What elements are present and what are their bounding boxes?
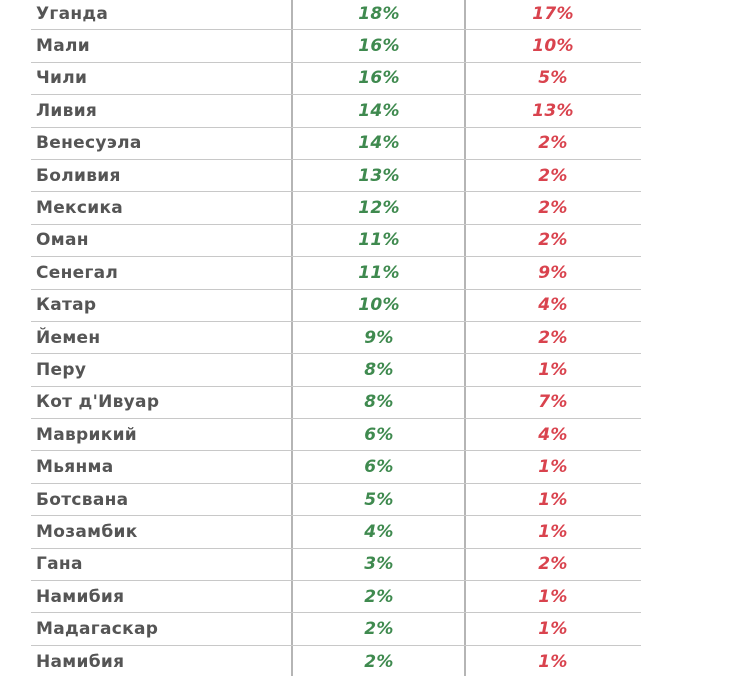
table-row: Перу 8% 1% xyxy=(31,354,641,387)
country-name: Мексика xyxy=(36,198,124,219)
value-column-2: 1% xyxy=(538,619,568,640)
value-column-2: 4% xyxy=(538,424,568,445)
value-column-2: 1% xyxy=(538,586,568,607)
country-name: Намибия xyxy=(36,586,125,607)
value-column-2: 2% xyxy=(538,554,568,575)
country-name: Маврикий xyxy=(36,424,137,445)
value-column-1: 4% xyxy=(364,521,394,542)
value-column-1: 9% xyxy=(364,327,394,348)
value-column-1: 11% xyxy=(358,230,400,251)
table-row: Чили 16% 5% xyxy=(31,63,641,96)
value-column-1: 12% xyxy=(358,198,400,219)
table-row: Катар 10% 4% xyxy=(31,290,641,322)
value-column-2: 10% xyxy=(532,36,574,57)
table-row: Мексика 12% 2% xyxy=(31,192,641,225)
value-column-2: 1% xyxy=(538,457,568,478)
value-column-1: 14% xyxy=(358,133,400,154)
country-name: Ботсвана xyxy=(36,489,129,510)
table-row: Намибия 2% 1% xyxy=(31,646,641,678)
table-row: Мадагаскар 2% 1% xyxy=(31,613,641,646)
value-column-1: 3% xyxy=(364,554,394,575)
table-row: Йемен 9% 2% xyxy=(31,322,641,355)
value-column-2: 13% xyxy=(532,100,574,121)
value-column-2: 1% xyxy=(538,489,568,510)
value-column-1: 16% xyxy=(358,36,400,57)
table-row: Намибия 2% 1% xyxy=(31,581,641,614)
country-name: Кот д'Ивуар xyxy=(36,392,160,413)
table-row: Уганда 18% 17% xyxy=(31,0,641,31)
table-row: Оман 11% 2% xyxy=(31,225,641,258)
table-row: Сенегал 11% 9% xyxy=(31,257,641,290)
value-column-2: 2% xyxy=(538,230,568,251)
value-column-2: 7% xyxy=(538,392,568,413)
value-column-2: 2% xyxy=(538,198,568,219)
value-column-2: 2% xyxy=(538,165,568,186)
column-divider-left xyxy=(291,0,293,676)
value-column-2: 1% xyxy=(538,521,568,542)
value-column-2: 1% xyxy=(538,359,568,380)
table-row: Венесуэла 14% 2% xyxy=(31,128,641,160)
value-column-1: 14% xyxy=(358,100,400,121)
value-column-1: 8% xyxy=(364,392,394,413)
value-column-2: 2% xyxy=(538,133,568,154)
table-row: Мьянма 6% 1% xyxy=(31,451,641,484)
table-row: Гана 3% 2% xyxy=(31,549,641,582)
value-column-1: 8% xyxy=(364,359,394,380)
table-row: Боливия 13% 2% xyxy=(31,160,641,193)
table-row: Мали 16% 10% xyxy=(31,30,641,63)
country-name: Венесуэла xyxy=(36,133,142,154)
value-column-1: 16% xyxy=(358,68,400,89)
value-column-2: 17% xyxy=(532,3,574,24)
country-name: Чили xyxy=(36,68,88,89)
country-name: Перу xyxy=(36,359,87,380)
value-column-1: 2% xyxy=(364,652,394,672)
country-name: Мьянма xyxy=(36,457,114,478)
country-name: Оман xyxy=(36,230,89,251)
value-column-1: 6% xyxy=(364,424,394,445)
country-name: Гана xyxy=(36,554,83,575)
country-name: Мали xyxy=(36,36,90,57)
value-column-1: 11% xyxy=(358,262,400,283)
country-name: Мадагаскар xyxy=(36,619,159,640)
country-name: Сенегал xyxy=(36,262,119,283)
value-column-1: 18% xyxy=(358,3,400,24)
country-name: Намибия xyxy=(36,652,125,672)
value-column-2: 2% xyxy=(538,327,568,348)
value-column-1: 13% xyxy=(358,165,400,186)
table-row: Кот д'Ивуар 8% 7% xyxy=(31,387,641,420)
value-column-1: 5% xyxy=(364,489,394,510)
value-column-1: 6% xyxy=(364,457,394,478)
column-divider-right xyxy=(464,0,466,676)
value-column-1: 2% xyxy=(364,586,394,607)
table-row: Маврикий 6% 4% xyxy=(31,419,641,452)
country-name: Катар xyxy=(36,295,97,316)
value-column-1: 2% xyxy=(364,619,394,640)
country-name: Йемен xyxy=(36,327,101,348)
country-name: Мозамбик xyxy=(36,521,138,542)
value-column-2: 5% xyxy=(538,68,568,89)
table-row: Ботсвана 5% 1% xyxy=(31,484,641,517)
value-column-2: 4% xyxy=(538,295,568,316)
data-table: Уганда 18% 17% Мали 16% 10% Чили 16% 5% Ливия 14% 1… xyxy=(31,0,641,678)
table-row: Мозамбик 4% 1% xyxy=(31,516,641,549)
value-column-2: 1% xyxy=(538,652,568,672)
value-column-2: 9% xyxy=(538,262,568,283)
table-row: Ливия 14% 13% xyxy=(31,95,641,128)
country-name: Боливия xyxy=(36,165,121,186)
country-name: Уганда xyxy=(36,3,109,24)
country-name: Ливия xyxy=(36,100,98,121)
value-column-1: 10% xyxy=(358,295,400,316)
